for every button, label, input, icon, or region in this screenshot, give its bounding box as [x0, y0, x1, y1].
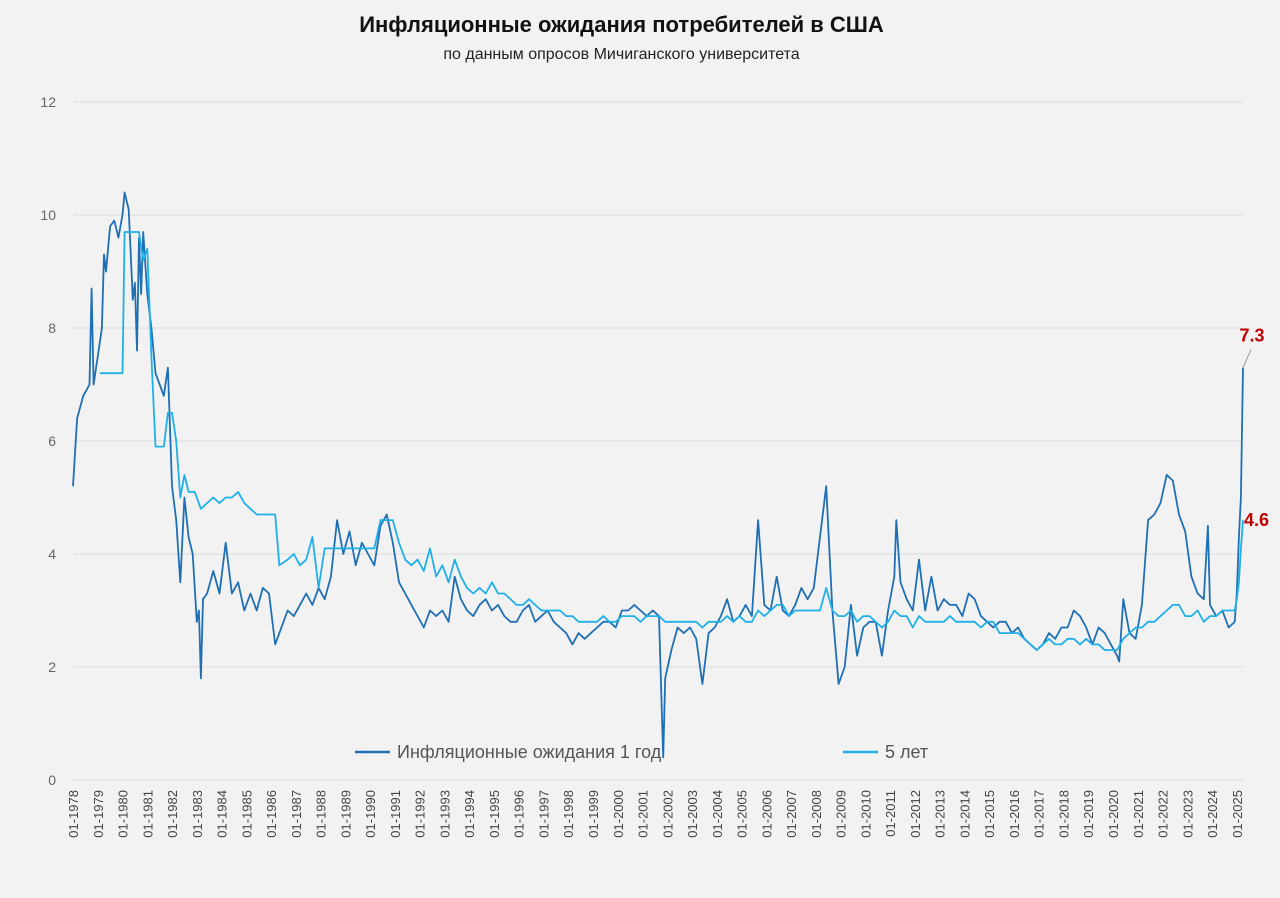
x-tick-label: 01-2001: [636, 790, 651, 838]
x-tick-label: 01-1986: [264, 790, 279, 838]
x-tick-label: 01-2024: [1205, 790, 1220, 838]
x-tick-label: 01-1987: [289, 790, 304, 838]
x-tick-label: 01-1997: [536, 790, 551, 838]
x-tick-label: 01-1988: [314, 790, 329, 838]
x-tick-label: 01-1993: [437, 790, 452, 838]
x-tick-label: 01-2022: [1156, 790, 1171, 838]
x-tick-label: 01-2009: [834, 790, 849, 838]
x-tick-label: 01-1979: [91, 790, 106, 838]
y-tick-label: 2: [48, 659, 56, 675]
annotation-label-1y: 7.3: [1239, 326, 1264, 346]
x-tick-label: 01-2023: [1180, 790, 1195, 838]
x-tick-label: 01-2016: [1007, 790, 1022, 838]
x-tick-label: 01-1998: [561, 790, 576, 838]
x-tick-label: 01-2015: [982, 790, 997, 838]
x-tick-label: 01-2003: [685, 790, 700, 838]
x-tick-label: 01-1983: [190, 790, 205, 838]
x-tick-label: 01-1981: [140, 790, 155, 838]
x-tick-label: 01-2021: [1131, 790, 1146, 838]
x-tick-label: 01-1991: [388, 790, 403, 838]
x-tick-label: 01-1990: [363, 790, 378, 838]
x-tick-label: 01-1989: [338, 790, 353, 838]
x-tick-label: 01-2018: [1056, 790, 1071, 838]
x-tick-label: 01-2005: [735, 790, 750, 838]
y-tick-label: 6: [48, 433, 56, 449]
x-tick-label: 01-2002: [660, 790, 675, 838]
annotation-label-5y: 4.6: [1244, 510, 1269, 530]
x-tick-label: 01-1985: [239, 790, 254, 838]
y-tick-label: 0: [48, 772, 56, 788]
x-tick-label: 01-2012: [908, 790, 923, 838]
x-tick-label: 01-2006: [759, 790, 774, 838]
x-tick-label: 01-2007: [784, 790, 799, 838]
x-tick-label: 01-1994: [462, 790, 477, 838]
y-tick-label: 12: [40, 94, 56, 110]
chart-title: Инфляционные ожидания потребителей в США: [359, 12, 884, 37]
series-line-5y: [99, 231, 1244, 651]
x-tick-label: 01-2010: [858, 790, 873, 838]
x-tick-label: 01-2017: [1032, 790, 1047, 838]
x-tick-label: 01-1980: [116, 790, 131, 838]
annotation-leader-line: [1242, 349, 1252, 368]
x-tick-label: 01-1982: [165, 790, 180, 838]
x-tick-label: 01-1995: [487, 790, 502, 838]
x-tick-label: 01-2019: [1081, 790, 1096, 838]
x-tick-label: 01-1996: [512, 790, 527, 838]
y-tick-label: 10: [40, 207, 56, 223]
x-tick-label: 01-2014: [957, 790, 972, 838]
y-tick-label: 4: [48, 546, 56, 562]
x-tick-label: 01-1992: [413, 790, 428, 838]
x-tick-label: 01-2000: [611, 790, 626, 838]
x-tick-label: 01-1978: [66, 790, 81, 838]
series-line-1y: [72, 191, 1244, 759]
legend-label-1y: Инфляционные ожидания 1 год: [397, 742, 662, 762]
x-tick-label: 01-2025: [1230, 790, 1245, 838]
x-tick-label: 01-2020: [1106, 790, 1121, 838]
x-tick-label: 01-2011: [883, 790, 898, 837]
y-tick-label: 8: [48, 320, 56, 336]
x-tick-label: 01-2004: [710, 790, 725, 838]
chart-subtitle: по данным опросов Мичиганского университ…: [443, 46, 800, 63]
legend-label-5y: 5 лет: [885, 742, 928, 762]
x-tick-label: 01-1999: [586, 790, 601, 838]
x-tick-label: 01-2013: [933, 790, 948, 838]
x-tick-label: 01-2008: [809, 790, 824, 838]
x-tick-label: 01-1984: [215, 790, 230, 838]
